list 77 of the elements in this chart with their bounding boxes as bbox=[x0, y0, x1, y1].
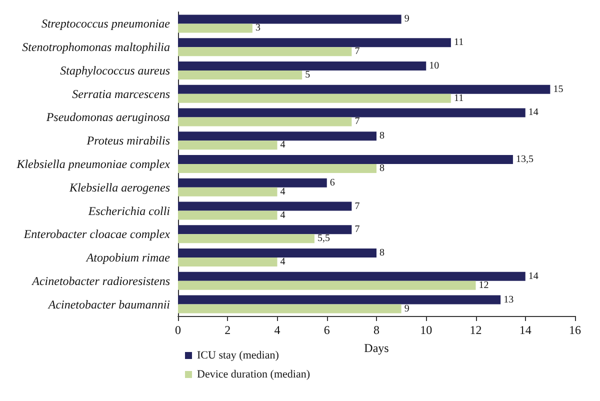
y-tick-label: Proteus mirabilis bbox=[86, 134, 170, 148]
data-label: 4 bbox=[280, 186, 286, 198]
x-tick-label: 6 bbox=[324, 323, 330, 337]
data-label: 11 bbox=[454, 92, 464, 104]
bar bbox=[178, 70, 302, 80]
data-label: 8 bbox=[380, 130, 384, 142]
data-label: 4 bbox=[280, 140, 286, 151]
bar bbox=[178, 225, 352, 234]
y-tick-label: Acinetobacter baumannii bbox=[47, 297, 170, 312]
bar bbox=[178, 187, 278, 196]
data-label: 7 bbox=[354, 116, 360, 128]
bar bbox=[178, 61, 426, 70]
y-tick-label: Escherichia colli bbox=[87, 204, 170, 218]
data-label: 9 bbox=[404, 14, 410, 25]
data-label: 4 bbox=[280, 210, 286, 221]
bar bbox=[178, 202, 352, 211]
x-tick-label: 0 bbox=[175, 323, 181, 337]
data-label: 13,5 bbox=[516, 154, 534, 165]
x-axis-title: Days bbox=[364, 341, 390, 355]
data-label: 4 bbox=[280, 256, 286, 268]
bar bbox=[178, 178, 327, 188]
bar bbox=[178, 38, 451, 48]
data-label: 10 bbox=[429, 60, 440, 72]
data-label: 12 bbox=[478, 280, 489, 291]
bar bbox=[178, 304, 402, 314]
x-tick-label: 10 bbox=[420, 323, 432, 337]
bar bbox=[178, 84, 550, 94]
data-label: 7 bbox=[354, 46, 360, 58]
bar bbox=[178, 272, 526, 281]
bar bbox=[178, 234, 314, 244]
y-tick-label: Klebsiella aerogenes bbox=[68, 180, 170, 194]
y-tick-label: Stenotrophomonas maltophilia bbox=[22, 40, 170, 54]
bar bbox=[178, 295, 501, 304]
bar bbox=[178, 47, 352, 56]
bar bbox=[178, 164, 376, 173]
data-label: 14 bbox=[528, 107, 538, 118]
data-label: 11 bbox=[454, 37, 464, 48]
bar bbox=[178, 117, 352, 126]
data-label: 5 bbox=[305, 69, 310, 80]
data-label: 8 bbox=[380, 163, 384, 174]
data-label: 7 bbox=[354, 224, 360, 236]
data-label: 8 bbox=[380, 248, 384, 259]
bar bbox=[178, 14, 402, 24]
y-tick-label: Klebsiella pneumoniae complex bbox=[16, 157, 171, 171]
x-tick-label: 8 bbox=[374, 323, 380, 337]
data-label: 14 bbox=[528, 270, 538, 282]
bar bbox=[178, 155, 513, 164]
bar bbox=[178, 248, 376, 258]
data-label: 9 bbox=[404, 303, 410, 314]
x-tick-label: 4 bbox=[274, 323, 280, 337]
x-tick-label: 16 bbox=[569, 323, 581, 337]
bar bbox=[178, 94, 451, 103]
bar bbox=[178, 132, 376, 141]
y-tick-label: Acinetobacter radioresistens bbox=[31, 274, 170, 288]
y-tick-label: Staphylococcus aureus bbox=[60, 63, 170, 78]
y-tick-label: Streptococcus pneumoniae bbox=[41, 16, 171, 31]
y-tick-label: Enterobacter cloacae complex bbox=[22, 227, 171, 242]
bar bbox=[178, 210, 278, 220]
data-label: 6 bbox=[330, 177, 335, 188]
y-tick-label: Pseudomonas aeruginosa bbox=[45, 110, 170, 124]
bar bbox=[178, 24, 252, 33]
x-tick-label: 14 bbox=[519, 323, 532, 337]
bar bbox=[178, 108, 526, 118]
y-tick-label: Serratia marcescens bbox=[72, 86, 170, 101]
bar bbox=[178, 280, 476, 290]
bar bbox=[178, 258, 278, 267]
data-label: 7 bbox=[354, 200, 360, 212]
x-tick-label: 12 bbox=[470, 323, 482, 337]
data-label: 13 bbox=[504, 294, 514, 306]
data-label: 3 bbox=[255, 22, 260, 34]
x-tick-label: 2 bbox=[224, 323, 231, 337]
legend-label: ICU stay (median) bbox=[197, 350, 280, 362]
legend-label: Device duration (median) bbox=[197, 368, 310, 380]
bar bbox=[178, 140, 278, 150]
data-label: 15 bbox=[553, 84, 564, 95]
data-label: 5,5 bbox=[317, 233, 330, 244]
y-tick-label: Atopobium rimae bbox=[85, 250, 171, 265]
